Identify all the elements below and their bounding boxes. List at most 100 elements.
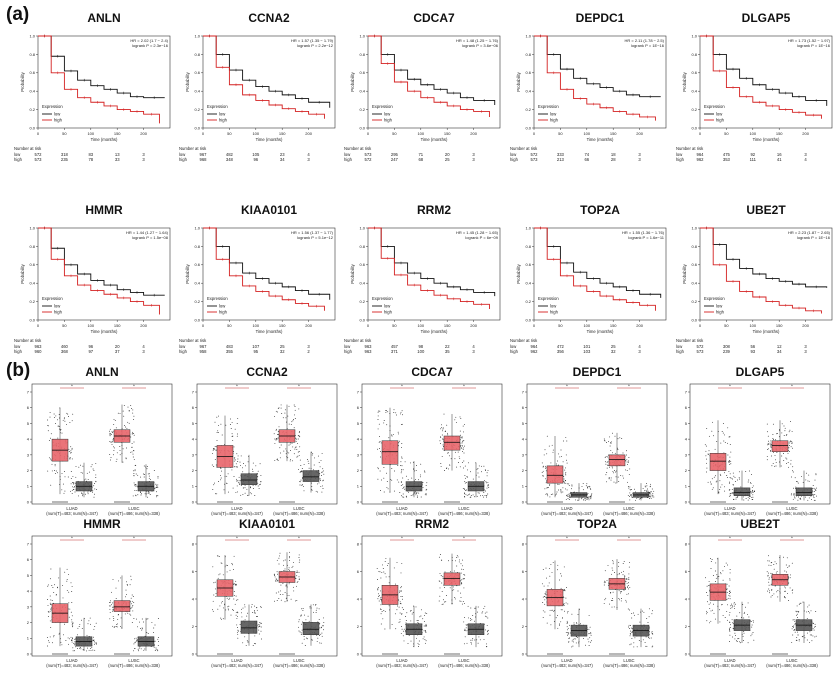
data-point	[380, 604, 382, 606]
data-point	[740, 486, 742, 488]
data-point	[157, 650, 159, 652]
data-point	[403, 640, 405, 642]
data-point	[560, 609, 562, 611]
y-tick-label: 4	[685, 596, 688, 601]
data-point	[298, 626, 300, 628]
data-point	[314, 457, 315, 459]
data-point	[133, 602, 135, 604]
data-point	[628, 573, 630, 575]
data-point	[218, 574, 220, 576]
data-point	[418, 479, 420, 481]
data-point	[234, 594, 236, 596]
data-point	[235, 595, 237, 597]
data-point	[544, 449, 546, 451]
category-label: LUAD	[396, 506, 407, 511]
data-point	[296, 600, 298, 602]
km-curve-high	[700, 35, 822, 119]
data-point	[130, 405, 132, 407]
data-point	[140, 476, 142, 478]
data-point	[71, 493, 73, 495]
data-point	[322, 485, 324, 487]
data-point	[812, 494, 813, 496]
data-point	[718, 492, 720, 494]
data-point	[461, 579, 463, 581]
data-point	[298, 576, 300, 578]
data-point	[236, 480, 238, 482]
risk-low-value: 25	[280, 344, 285, 349]
data-point	[625, 459, 627, 461]
data-point	[95, 474, 97, 476]
data-point	[132, 605, 134, 606]
y-tick-label: 0.2	[194, 299, 200, 304]
legend-title: Expression	[207, 104, 228, 109]
data-point	[798, 603, 800, 605]
data-point	[93, 485, 95, 487]
data-point	[715, 562, 717, 564]
data-point	[133, 450, 135, 452]
data-point	[627, 494, 629, 496]
data-point	[143, 465, 145, 467]
legend-title: Expression	[207, 296, 228, 301]
data-point	[623, 477, 624, 479]
data-point	[125, 596, 126, 598]
data-point	[613, 472, 615, 474]
data-point	[612, 467, 614, 469]
data-point	[463, 643, 465, 645]
risk-low-value: 483	[226, 344, 234, 349]
y-tick-label: 0.2	[691, 107, 697, 112]
data-point	[716, 441, 718, 443]
km-frame	[533, 35, 667, 129]
data-point	[728, 591, 730, 593]
data-point	[401, 410, 403, 412]
data-point	[88, 620, 90, 622]
data-point	[296, 571, 298, 573]
data-point	[131, 408, 133, 410]
data-point	[603, 582, 605, 584]
data-point	[571, 646, 573, 648]
data-point	[297, 571, 298, 573]
data-point	[748, 479, 750, 481]
y-tick-label: 4	[27, 437, 30, 442]
data-point	[439, 572, 441, 574]
box-normal	[302, 622, 320, 635]
data-point	[712, 575, 714, 576]
data-point	[398, 481, 400, 483]
data-point	[770, 584, 772, 586]
data-point	[321, 452, 323, 454]
data-point	[277, 580, 278, 582]
data-point	[565, 488, 566, 490]
data-point	[80, 464, 81, 466]
data-point	[62, 597, 64, 599]
data-point	[213, 466, 215, 467]
data-point	[424, 471, 426, 473]
data-point	[142, 473, 144, 475]
data-point	[226, 475, 228, 477]
y-tick-label: 7	[27, 541, 30, 546]
data-point	[157, 484, 159, 486]
data-point	[612, 591, 614, 593]
data-point	[50, 599, 52, 601]
data-point	[549, 483, 551, 485]
data-point	[731, 489, 733, 491]
data-point	[546, 622, 548, 624]
data-point	[587, 498, 589, 500]
data-point	[457, 451, 459, 453]
data-point	[770, 565, 772, 567]
data-point	[292, 446, 294, 448]
data-point	[728, 489, 730, 491]
data-point	[733, 605, 735, 607]
data-point	[478, 492, 480, 494]
data-point	[120, 577, 122, 579]
data-point	[147, 491, 149, 493]
significance-star: *	[566, 384, 568, 389]
data-point	[618, 565, 619, 567]
data-point	[753, 491, 755, 492]
data-point	[115, 598, 117, 600]
data-point	[653, 490, 655, 492]
data-point	[227, 473, 229, 475]
data-point	[236, 423, 238, 424]
data-point	[603, 439, 605, 441]
y-tick-label: 6	[522, 569, 525, 574]
data-point	[781, 455, 783, 457]
